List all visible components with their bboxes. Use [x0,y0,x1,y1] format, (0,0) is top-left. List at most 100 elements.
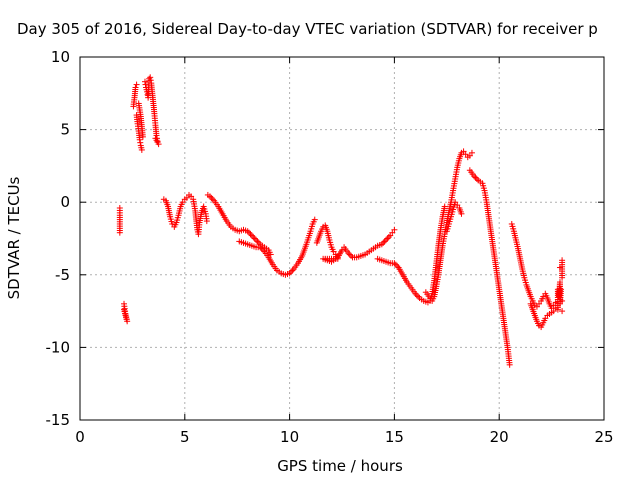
x-tick-label: 5 [180,428,190,446]
data-point [528,295,535,302]
data-point [556,264,563,271]
data-point [289,267,296,274]
data-point [529,304,536,311]
data-point [389,260,396,267]
data-point [166,211,173,218]
data-point [323,226,330,233]
data-point [144,91,151,98]
data-point [385,234,392,241]
data-point [325,234,332,241]
data-point [147,74,154,81]
data-point [272,265,279,272]
data-point [298,254,305,261]
data-point [441,205,448,212]
data-point [226,221,233,228]
data-point [332,255,339,262]
data-point [258,245,265,252]
data-point [430,295,437,302]
data-point [218,209,225,216]
data-point [208,194,215,201]
data-point [468,149,475,156]
data-point [238,239,245,246]
data-point [473,175,480,182]
data-point [246,242,253,249]
data-point [557,288,564,295]
data-point [434,274,441,281]
data-point [153,130,160,137]
data-point [359,252,366,259]
data-point [545,298,552,305]
y-tick-label: 0 [60,193,70,211]
data-point [203,215,210,222]
data-point [445,223,452,230]
y-tick-label: -15 [46,411,71,429]
data-point [520,272,527,279]
data-point [206,193,213,200]
data-point [505,350,512,357]
data-point [230,225,237,232]
data-point [502,327,509,334]
data-point [310,218,317,225]
data-point [364,250,371,257]
data-point [559,297,566,304]
data-point [198,211,205,218]
data-point [250,243,257,250]
y-tick-label: -5 [55,266,70,284]
data-point [213,201,220,208]
data-point [541,317,548,324]
data-point [522,279,529,286]
data-point [504,342,511,349]
data-point [391,226,398,233]
data-point [116,227,123,234]
data-point [164,201,171,208]
data-point [497,298,504,305]
x-axis-label: GPS time / hours [277,457,403,475]
data-point [137,139,144,146]
data-point [255,239,262,246]
data-point [264,252,271,259]
data-point [368,247,375,254]
data-point [253,236,260,243]
data-point [196,221,203,228]
data-point [351,254,358,261]
data-point [343,248,350,255]
data-point [174,214,181,221]
data-point [531,310,538,317]
data-point [524,285,531,292]
data-point [293,262,300,269]
y-tick-label: 5 [60,121,70,139]
grid [80,57,604,420]
plot-frame [79,56,605,421]
data-point [136,134,143,141]
data-point [255,244,262,251]
data-point [327,241,334,248]
data-point [449,189,456,196]
data-point [248,232,255,239]
data-point [121,308,128,315]
data-point [439,244,446,251]
data-point [153,137,160,144]
data-point [539,295,546,302]
data-point [487,226,494,233]
data-point [326,258,333,265]
data-point [376,242,383,249]
data-point [177,205,184,212]
data-point [472,174,479,181]
data-point [381,238,388,245]
data-point [455,157,462,164]
data-point [306,230,313,237]
data-point [133,81,140,88]
data-point [246,229,253,236]
data-point [178,201,185,208]
x-tick-label: 10 [280,428,299,446]
data-point [250,234,257,241]
data-point [337,248,344,255]
data-point [432,285,439,292]
data-point [543,292,550,299]
data-point [516,253,523,260]
data-point [547,303,554,310]
data-point [380,258,387,265]
data-point [425,293,432,300]
data-point [141,78,148,85]
data-point [418,296,425,303]
